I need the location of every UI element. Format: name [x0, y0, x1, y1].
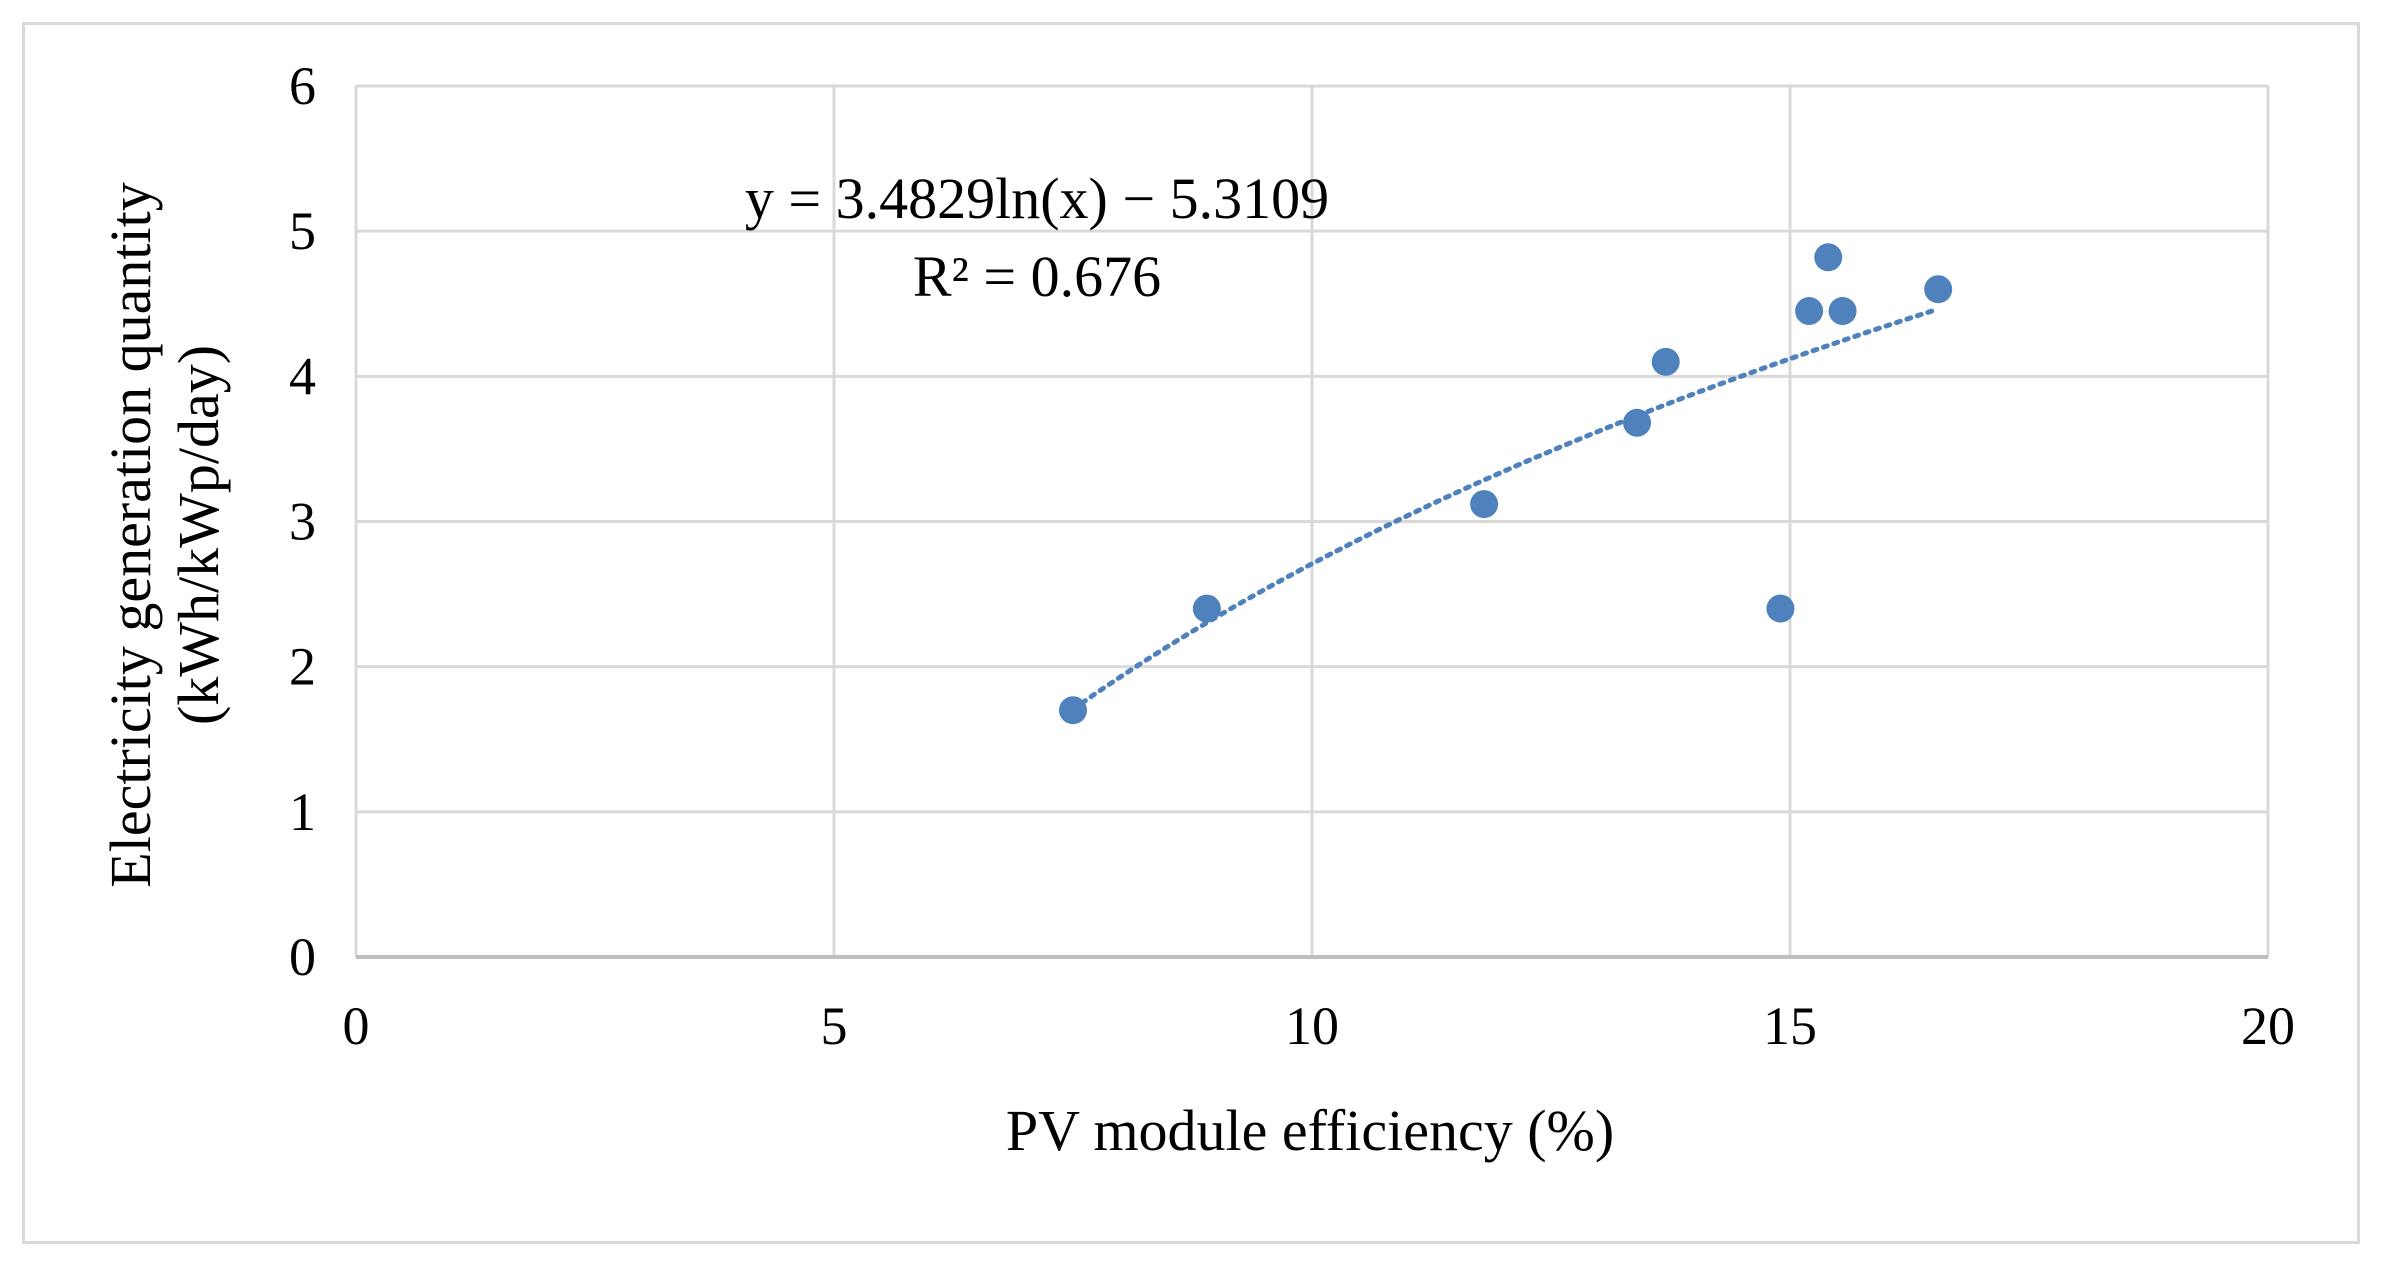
x-axis-title: PV module efficiency (%)	[1006, 1098, 1614, 1163]
x-tick-label-10: 10	[1285, 996, 1339, 1056]
data-point	[1828, 297, 1857, 326]
y-tick-label-1: 1	[289, 782, 316, 842]
grid-lines	[354, 84, 2270, 957]
data-point	[1766, 594, 1795, 623]
data-point	[1795, 297, 1824, 326]
y-tick-label-4: 4	[289, 346, 316, 406]
y-tick-label-2: 2	[289, 637, 316, 697]
y-tick-label-3: 3	[289, 492, 316, 552]
x-tick-label-15: 15	[1763, 996, 1817, 1056]
data-points	[1059, 243, 1953, 725]
data-point	[1924, 275, 1953, 304]
x-tick-label-20: 20	[2241, 996, 2295, 1056]
trendline-equation: y = 3.4829ln(x) − 5.3109	[745, 166, 1329, 231]
data-point	[1192, 594, 1221, 623]
y-tick-label-5: 5	[289, 201, 316, 261]
r-squared-label: R² = 0.676	[913, 244, 1161, 309]
chart-frame	[22, 22, 2360, 1244]
x-tick-label-0: 0	[343, 996, 370, 1056]
data-point	[1059, 696, 1087, 725]
y-axis-title: Electricity generation quantity (kWh/kWp…	[98, 182, 231, 887]
y-axis-title-line1: Electricity generation quantity	[98, 182, 163, 887]
trendline	[1070, 306, 1941, 712]
x-tick-label-5: 5	[821, 996, 848, 1056]
y-tick-label-0: 0	[289, 927, 316, 987]
y-axis-title-line2: (kWh/kWp/day)	[166, 345, 231, 725]
data-point	[1814, 243, 1843, 272]
tick-labels: 0 1 2 3 4 5 6 0 5 10 15 20	[289, 56, 2295, 1056]
data-point	[1651, 347, 1680, 376]
data-point	[1470, 490, 1499, 519]
data-point	[1623, 408, 1652, 437]
y-tick-label-6: 6	[289, 56, 316, 116]
